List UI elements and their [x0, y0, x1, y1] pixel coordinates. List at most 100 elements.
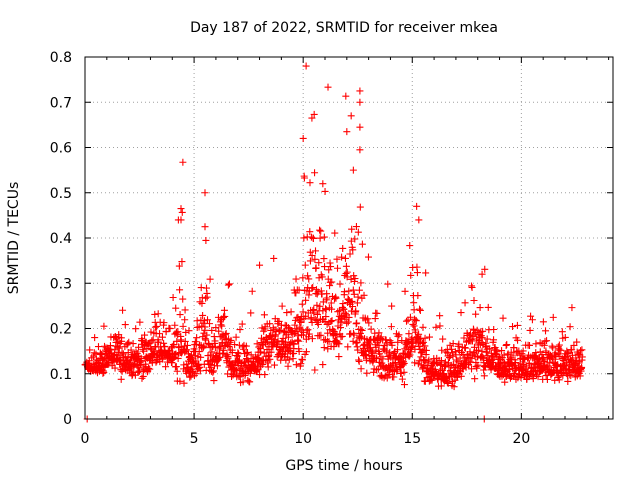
data-point — [258, 324, 266, 332]
data-point — [324, 83, 332, 91]
data-point — [528, 316, 536, 324]
data-point — [178, 258, 186, 266]
data-point — [328, 278, 336, 286]
data-point — [540, 341, 548, 349]
data-point — [383, 340, 391, 348]
axis-ticks — [84, 56, 613, 420]
data-point — [316, 302, 324, 310]
data-point — [498, 347, 506, 355]
data-point — [138, 374, 146, 382]
data-point — [335, 340, 343, 348]
data-point — [577, 347, 585, 355]
data-point — [236, 326, 244, 334]
y-tick-label: 0.1 — [50, 367, 72, 383]
data-point — [342, 262, 350, 270]
chart-title: Day 187 of 2022, SRMTID for receiver mke… — [190, 20, 498, 36]
data-point — [160, 319, 168, 327]
data-point — [486, 345, 494, 353]
data-point — [189, 368, 197, 376]
data-point — [567, 372, 575, 380]
data-point — [202, 236, 210, 244]
data-point — [266, 320, 274, 328]
data-point — [200, 317, 208, 325]
data-point — [181, 337, 189, 345]
data-point — [446, 341, 454, 349]
data-point — [322, 313, 330, 321]
data-point — [436, 312, 444, 320]
data-point — [353, 319, 361, 327]
data-point — [308, 284, 316, 292]
data-point — [385, 370, 393, 378]
data-point — [321, 187, 329, 195]
data-point — [354, 228, 362, 236]
data-point — [576, 372, 584, 380]
data-point — [298, 356, 306, 364]
data-point — [176, 377, 184, 385]
data-point — [212, 324, 220, 332]
data-point — [224, 370, 232, 378]
data-point — [168, 359, 176, 367]
data-point — [170, 341, 178, 349]
data-point — [310, 309, 318, 317]
data-point — [410, 322, 418, 330]
data-point-notable — [356, 98, 364, 106]
data-point — [235, 350, 243, 358]
data-point — [334, 308, 342, 316]
data-point — [221, 313, 229, 321]
data-point — [290, 340, 298, 348]
data-point — [300, 174, 308, 182]
data-point — [338, 318, 346, 326]
data-point — [210, 367, 218, 375]
data-point — [415, 342, 423, 350]
data-point — [437, 357, 445, 365]
data-point — [325, 266, 333, 274]
data-point — [416, 305, 424, 313]
data-point — [118, 349, 126, 357]
data-point — [436, 322, 444, 330]
data-point — [394, 332, 402, 340]
data-point — [304, 272, 312, 280]
data-point — [460, 334, 468, 342]
data-point — [196, 363, 204, 371]
data-point — [246, 378, 254, 386]
data-point — [209, 368, 217, 376]
data-point — [234, 349, 242, 357]
data-point — [412, 317, 420, 325]
data-point — [336, 280, 344, 288]
data-point — [419, 338, 427, 346]
data-point — [354, 346, 362, 354]
data-point — [298, 300, 306, 308]
data-point — [292, 275, 300, 283]
data-point — [327, 318, 335, 326]
data-point — [174, 328, 182, 336]
data-point — [350, 329, 358, 337]
data-point — [344, 343, 352, 351]
data-point — [320, 233, 328, 241]
data-point — [169, 293, 177, 301]
data-point — [285, 356, 293, 364]
data-point — [539, 364, 547, 372]
data-point — [383, 374, 391, 382]
data-point — [534, 373, 542, 381]
data-point — [514, 336, 522, 344]
data-point — [346, 250, 354, 258]
data-point — [437, 382, 445, 390]
data-point — [439, 335, 447, 343]
data-point — [400, 359, 408, 367]
data-point — [162, 363, 170, 371]
data-point — [526, 326, 534, 334]
data-point — [276, 327, 284, 335]
x-tick-label: 0 — [81, 431, 90, 447]
data-point — [302, 62, 310, 70]
data-point — [141, 331, 149, 339]
data-point — [343, 319, 351, 327]
data-point — [367, 325, 375, 333]
y-axis-label: SRMTID / TECUs — [6, 182, 22, 295]
data-point — [350, 272, 358, 280]
data-point — [238, 320, 246, 328]
data-point-notable — [356, 123, 364, 131]
data-point — [179, 322, 187, 330]
data-point — [539, 318, 547, 326]
data-point — [406, 313, 414, 321]
data-point — [349, 286, 357, 294]
